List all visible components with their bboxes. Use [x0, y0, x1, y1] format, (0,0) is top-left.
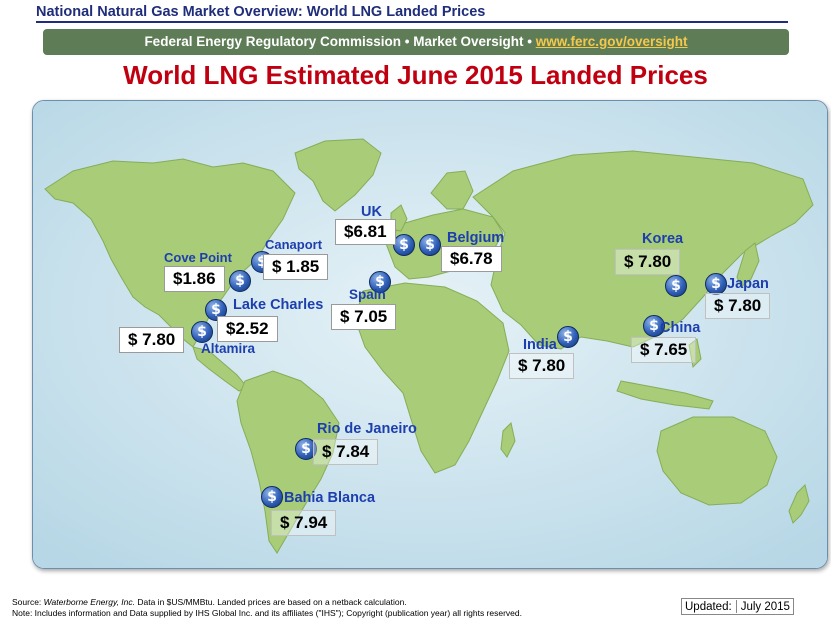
world-map: $ $ $ $ $ $ $ $ $ $ $ $ $ UK $6.81 Belgi… [32, 100, 828, 569]
dollar-coin-icon[interactable]: $ [191, 321, 213, 343]
price-rio-de-janeiro: $ 7.84 [313, 439, 379, 465]
copyright-note: Note: Includes information and Data supp… [12, 608, 522, 618]
price-china: $ 7.65 [631, 337, 697, 363]
banner: Federal Energy Regulatory Commission • M… [43, 29, 789, 55]
source-name: Waterborne Energy, Inc. [43, 597, 135, 607]
label-bahia-blanca: Bahia Blanca [284, 490, 376, 506]
price-lake-charles: $2.52 [217, 316, 278, 342]
australia [656, 416, 778, 506]
label-china: China [660, 320, 701, 336]
dollar-coin-icon[interactable]: $ [369, 271, 391, 293]
dollar-coin-icon[interactable]: $ [557, 326, 579, 348]
label-india: India [523, 337, 557, 353]
source-prefix: Source: [12, 597, 44, 607]
banner-text: Federal Energy Regulatory Commission • M… [144, 34, 536, 49]
price-uk: $6.81 [335, 219, 396, 245]
label-japan: Japan [727, 276, 769, 292]
dollar-coin-icon[interactable]: $ [643, 315, 665, 337]
price-belgium: $6.78 [441, 246, 502, 272]
label-canaport: Canaport [265, 237, 323, 252]
source-rest: Data in $US/MMBtu. Landed prices are bas… [135, 597, 407, 607]
updated-label: Updated: [685, 600, 732, 613]
label-lake-charles: Lake Charles [233, 297, 324, 313]
philippines [688, 338, 702, 369]
dollar-coin-icon[interactable]: $ [419, 234, 441, 256]
dollar-coin-icon[interactable]: $ [229, 270, 251, 292]
price-cove-point: $1.86 [164, 266, 225, 292]
dollar-coin-icon[interactable]: $ [665, 275, 687, 297]
label-korea: Korea [642, 231, 684, 247]
price-india: $ 7.80 [509, 353, 575, 379]
price-spain: $ 7.05 [331, 304, 397, 330]
indonesia [616, 380, 714, 410]
africa [354, 282, 510, 474]
dollar-coin-icon[interactable]: $ [705, 273, 727, 295]
label-belgium: Belgium [447, 230, 505, 246]
price-korea: $ 7.80 [615, 249, 681, 275]
map-title: World LNG Estimated June 2015 Landed Pri… [123, 60, 708, 90]
dollar-coin-icon[interactable]: $ [261, 486, 283, 508]
price-japan: $ 7.80 [705, 293, 771, 319]
header-divider [36, 21, 788, 23]
scandinavia [430, 170, 474, 210]
price-canaport: $ 1.85 [263, 254, 329, 280]
source-note: Source: Waterborne Energy, Inc. Data in … [12, 597, 522, 619]
madagascar [500, 422, 516, 458]
page-title: National Natural Gas Market Overview: Wo… [36, 4, 486, 20]
oversight-link[interactable]: www.ferc.gov/oversight [535, 34, 688, 49]
price-altamira: $ 7.80 [119, 327, 185, 353]
label-spain: Spain [349, 287, 386, 302]
south-america [236, 370, 340, 554]
updated-divider [735, 600, 737, 613]
label-altamira: Altamira [201, 341, 256, 356]
new-zealand [788, 484, 810, 524]
japan-islands [736, 242, 760, 288]
label-rio-de-janeiro: Rio de Janeiro [317, 421, 417, 437]
greenland [294, 138, 382, 212]
label-uk: UK [361, 204, 382, 220]
updated-box: Updated: July 2015 [681, 598, 794, 615]
dollar-coin-icon[interactable]: $ [295, 438, 317, 460]
label-cove-point: Cove Point [164, 250, 232, 265]
asia [472, 150, 814, 350]
dollar-coin-icon[interactable]: $ [205, 299, 227, 321]
dollar-coin-icon[interactable]: $ [393, 234, 415, 256]
updated-value: July 2015 [740, 600, 790, 613]
price-bahia-blanca: $ 7.94 [271, 510, 337, 536]
